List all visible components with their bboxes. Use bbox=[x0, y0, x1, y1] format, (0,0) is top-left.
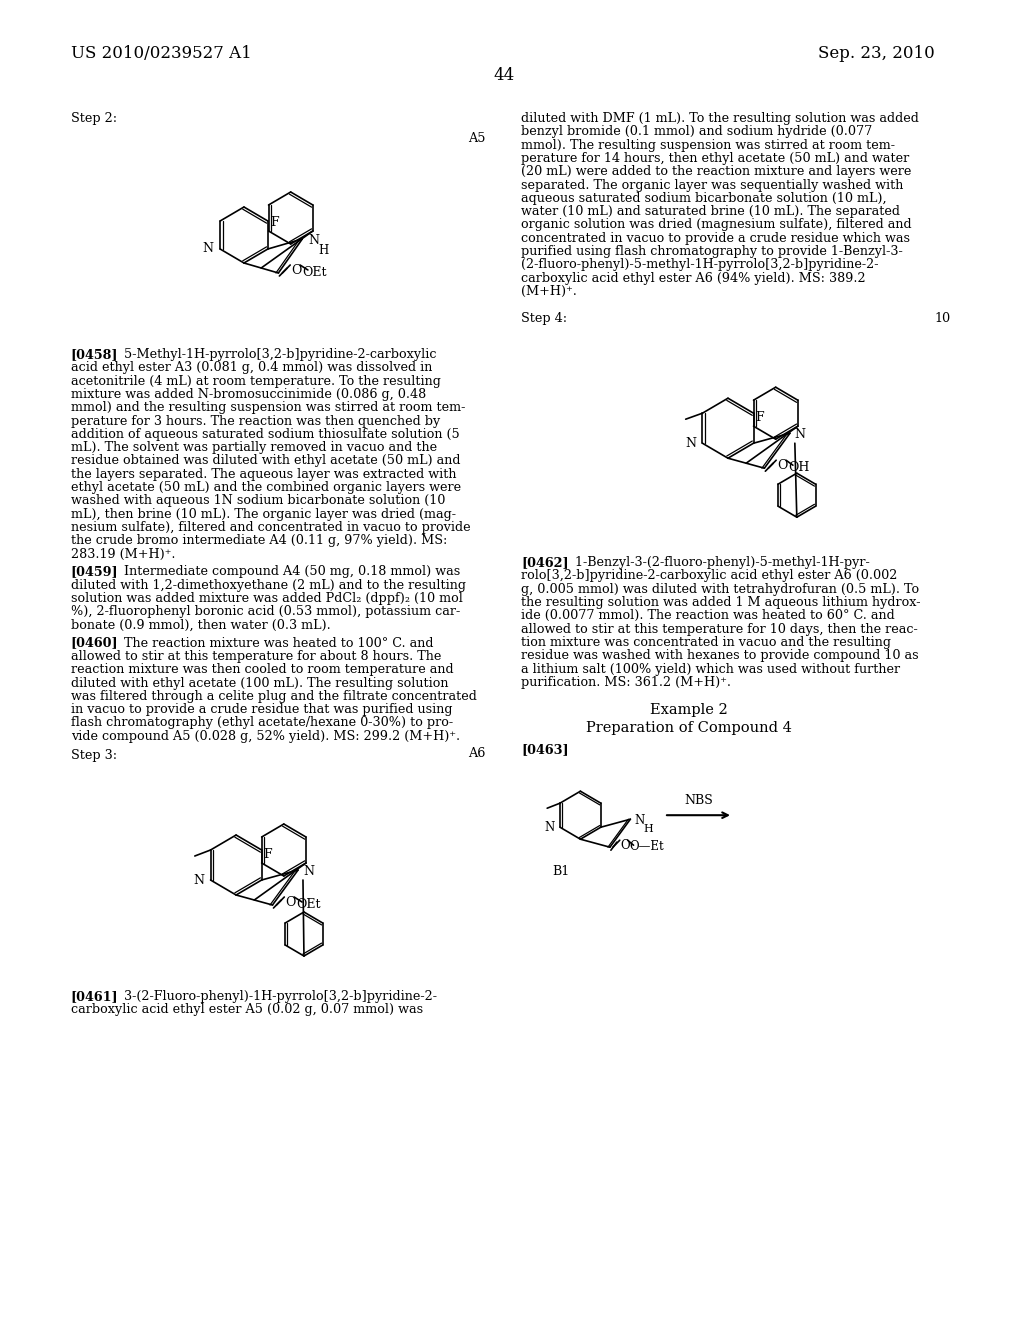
Text: NBS: NBS bbox=[684, 795, 713, 808]
Text: [0460]: [0460] bbox=[71, 636, 119, 649]
Text: 10: 10 bbox=[935, 313, 950, 325]
Text: water (10 mL) and saturated brine (10 mL). The separated: water (10 mL) and saturated brine (10 mL… bbox=[521, 205, 900, 218]
Text: nesium sulfate), filtered and concentrated in vacuo to provide: nesium sulfate), filtered and concentrat… bbox=[71, 521, 470, 533]
Text: [0461]: [0461] bbox=[71, 990, 119, 1003]
Text: tion mixture was concentrated in vacuo and the resulting: tion mixture was concentrated in vacuo a… bbox=[521, 636, 891, 649]
Text: N: N bbox=[545, 821, 555, 834]
Text: was filtered through a celite plug and the filtrate concentrated: was filtered through a celite plug and t… bbox=[71, 690, 477, 702]
Text: O—Et: O—Et bbox=[630, 840, 665, 853]
Text: g, 0.005 mmol) was diluted with tetrahydrofuran (0.5 mL). To: g, 0.005 mmol) was diluted with tetrahyd… bbox=[521, 583, 920, 595]
Text: H: H bbox=[643, 824, 653, 834]
Text: mmol) and the resulting suspension was stirred at room tem-: mmol) and the resulting suspension was s… bbox=[71, 401, 465, 414]
Text: acid ethyl ester A3 (0.081 g, 0.4 mmol) was dissolved in: acid ethyl ester A3 (0.081 g, 0.4 mmol) … bbox=[71, 362, 432, 375]
Text: acetonitrile (4 mL) at room temperature. To the resulting: acetonitrile (4 mL) at room temperature.… bbox=[71, 375, 440, 388]
Text: A5: A5 bbox=[468, 132, 485, 145]
Text: Intermediate compound A4 (50 mg, 0.18 mmol) was: Intermediate compound A4 (50 mg, 0.18 mm… bbox=[113, 565, 461, 578]
Text: diluted with 1,2-dimethoxyethane (2 mL) and to the resulting: diluted with 1,2-dimethoxyethane (2 mL) … bbox=[71, 578, 466, 591]
Text: carboxylic acid ethyl ester A6 (94% yield). MS: 389.2: carboxylic acid ethyl ester A6 (94% yiel… bbox=[521, 272, 866, 285]
Text: Sep. 23, 2010: Sep. 23, 2010 bbox=[818, 45, 935, 62]
Text: mixture was added N-bromosuccinimide (0.086 g, 0.48: mixture was added N-bromosuccinimide (0.… bbox=[71, 388, 426, 401]
Text: 5-Methyl-1H-pyrrolo[3,2-b]pyridine-2-carboxylic: 5-Methyl-1H-pyrrolo[3,2-b]pyridine-2-car… bbox=[113, 348, 436, 360]
Text: the resulting solution was added 1 M aqueous lithium hydrox-: the resulting solution was added 1 M aqu… bbox=[521, 597, 921, 609]
Text: [0462]: [0462] bbox=[521, 556, 569, 569]
Text: US 2010/0239527 A1: US 2010/0239527 A1 bbox=[71, 45, 252, 62]
Text: purified using flash chromatography to provide 1-Benzyl-3-: purified using flash chromatography to p… bbox=[521, 246, 903, 257]
Text: H: H bbox=[318, 243, 329, 256]
Text: residue was washed with hexanes to provide compound 10 as: residue was washed with hexanes to provi… bbox=[521, 649, 919, 663]
Text: a lithium salt (100% yield) which was used without further: a lithium salt (100% yield) which was us… bbox=[521, 663, 900, 676]
Text: OEt: OEt bbox=[296, 898, 321, 911]
Text: The reaction mixture was heated to 100° C. and: The reaction mixture was heated to 100° … bbox=[113, 636, 433, 649]
Text: [0463]: [0463] bbox=[521, 743, 569, 756]
Text: solution was added mixture was added PdCl₂ (dppf)₂ (10 mol: solution was added mixture was added PdC… bbox=[71, 593, 463, 605]
Text: Step 3:: Step 3: bbox=[71, 748, 117, 762]
Text: addition of aqueous saturated sodium thiosulfate solution (5: addition of aqueous saturated sodium thi… bbox=[71, 428, 460, 441]
Text: benzyl bromide (0.1 mmol) and sodium hydride (0.077: benzyl bromide (0.1 mmol) and sodium hyd… bbox=[521, 125, 872, 139]
Text: %), 2-fluorophenyl boronic acid (0.53 mmol), potassium car-: %), 2-fluorophenyl boronic acid (0.53 mm… bbox=[71, 606, 460, 618]
Text: washed with aqueous 1N sodium bicarbonate solution (10: washed with aqueous 1N sodium bicarbonat… bbox=[71, 494, 445, 507]
Text: N: N bbox=[202, 243, 213, 256]
Text: N: N bbox=[303, 865, 314, 878]
Text: 3-(2-Fluoro-phenyl)-1H-pyrrolo[3,2-b]pyridine-2-: 3-(2-Fluoro-phenyl)-1H-pyrrolo[3,2-b]pyr… bbox=[113, 990, 437, 1003]
Text: [0458]: [0458] bbox=[71, 348, 119, 360]
Text: F: F bbox=[756, 412, 764, 424]
Text: Preparation of Compound 4: Preparation of Compound 4 bbox=[586, 721, 792, 735]
Text: bonate (0.9 mmol), then water (0.3 mL).: bonate (0.9 mmol), then water (0.3 mL). bbox=[71, 619, 331, 632]
Text: OH: OH bbox=[788, 461, 809, 474]
Text: O: O bbox=[286, 896, 296, 909]
Text: purification. MS: 361.2 (M+H)⁺.: purification. MS: 361.2 (M+H)⁺. bbox=[521, 676, 731, 689]
Text: diluted with ethyl acetate (100 mL). The resulting solution: diluted with ethyl acetate (100 mL). The… bbox=[71, 677, 449, 689]
Text: rolo[3,2-b]pyridine-2-carboxylic acid ethyl ester A6 (0.002: rolo[3,2-b]pyridine-2-carboxylic acid et… bbox=[521, 569, 898, 582]
Text: O: O bbox=[291, 264, 301, 277]
Text: [0459]: [0459] bbox=[71, 565, 119, 578]
Text: vide compound A5 (0.028 g, 52% yield). MS: 299.2 (M+H)⁺.: vide compound A5 (0.028 g, 52% yield). M… bbox=[71, 730, 460, 743]
Text: Step 2:: Step 2: bbox=[71, 112, 117, 125]
Text: B1: B1 bbox=[552, 865, 569, 878]
Text: residue obtained was diluted with ethyl acetate (50 mL) and: residue obtained was diluted with ethyl … bbox=[71, 454, 461, 467]
Text: N: N bbox=[634, 813, 644, 826]
Text: mmol). The resulting suspension was stirred at room tem-: mmol). The resulting suspension was stir… bbox=[521, 139, 895, 152]
Text: (2-fluoro-phenyl)-5-methyl-1H-pyrrolo[3,2-b]pyridine-2-: (2-fluoro-phenyl)-5-methyl-1H-pyrrolo[3,… bbox=[521, 259, 879, 272]
Text: 1-Benzyl-3-(2-fluoro-phenyl)-5-methyl-1H-pyr-: 1-Benzyl-3-(2-fluoro-phenyl)-5-methyl-1H… bbox=[563, 556, 869, 569]
Text: O: O bbox=[777, 459, 787, 473]
Text: organic solution was dried (magnesium sulfate), filtered and: organic solution was dried (magnesium su… bbox=[521, 218, 912, 231]
Text: concentrated in vacuo to provide a crude residue which was: concentrated in vacuo to provide a crude… bbox=[521, 232, 910, 244]
Text: (20 mL) were added to the reaction mixture and layers were: (20 mL) were added to the reaction mixtu… bbox=[521, 165, 911, 178]
Text: Step 4:: Step 4: bbox=[521, 313, 567, 325]
Text: the crude bromo intermediate A4 (0.11 g, 97% yield). MS:: the crude bromo intermediate A4 (0.11 g,… bbox=[71, 535, 447, 548]
Text: separated. The organic layer was sequentially washed with: separated. The organic layer was sequent… bbox=[521, 178, 904, 191]
Text: diluted with DMF (1 mL). To the resulting solution was added: diluted with DMF (1 mL). To the resultin… bbox=[521, 112, 920, 125]
Text: A6: A6 bbox=[468, 747, 485, 760]
Text: aqueous saturated sodium bicarbonate solution (10 mL),: aqueous saturated sodium bicarbonate sol… bbox=[521, 191, 887, 205]
Text: perature for 3 hours. The reaction was then quenched by: perature for 3 hours. The reaction was t… bbox=[71, 414, 440, 428]
Text: allowed to stir at this temperature for 10 days, then the reac-: allowed to stir at this temperature for … bbox=[521, 623, 919, 636]
Text: ethyl acetate (50 mL) and the combined organic layers were: ethyl acetate (50 mL) and the combined o… bbox=[71, 480, 461, 494]
Text: Example 2: Example 2 bbox=[650, 704, 727, 717]
Text: reaction mixture was then cooled to room temperature and: reaction mixture was then cooled to room… bbox=[71, 663, 454, 676]
Text: the layers separated. The aqueous layer was extracted with: the layers separated. The aqueous layer … bbox=[71, 467, 457, 480]
Text: O: O bbox=[621, 840, 631, 853]
Text: F: F bbox=[270, 216, 280, 228]
Text: mL). The solvent was partially removed in vacuo and the: mL). The solvent was partially removed i… bbox=[71, 441, 437, 454]
Text: allowed to stir at this temperature for about 8 hours. The: allowed to stir at this temperature for … bbox=[71, 649, 441, 663]
Text: N: N bbox=[685, 437, 696, 450]
Text: N: N bbox=[795, 428, 806, 441]
Text: carboxylic acid ethyl ester A5 (0.02 g, 0.07 mmol) was: carboxylic acid ethyl ester A5 (0.02 g, … bbox=[71, 1003, 423, 1016]
Text: N: N bbox=[308, 234, 319, 247]
Text: 283.19 (M+H)⁺.: 283.19 (M+H)⁺. bbox=[71, 548, 175, 561]
Text: N: N bbox=[194, 874, 205, 887]
Text: perature for 14 hours, then ethyl acetate (50 mL) and water: perature for 14 hours, then ethyl acetat… bbox=[521, 152, 909, 165]
Text: mL), then brine (10 mL). The organic layer was dried (mag-: mL), then brine (10 mL). The organic lay… bbox=[71, 508, 456, 520]
Text: OEt: OEt bbox=[302, 265, 327, 279]
Text: flash chromatography (ethyl acetate/hexane 0-30%) to pro-: flash chromatography (ethyl acetate/hexa… bbox=[71, 717, 453, 730]
Text: 44: 44 bbox=[493, 67, 514, 84]
Text: F: F bbox=[263, 847, 272, 861]
Text: (M+H)⁺.: (M+H)⁺. bbox=[521, 285, 578, 298]
Text: in vacuo to provide a crude residue that was purified using: in vacuo to provide a crude residue that… bbox=[71, 704, 453, 717]
Text: ide (0.0077 mmol). The reaction was heated to 60° C. and: ide (0.0077 mmol). The reaction was heat… bbox=[521, 610, 895, 623]
